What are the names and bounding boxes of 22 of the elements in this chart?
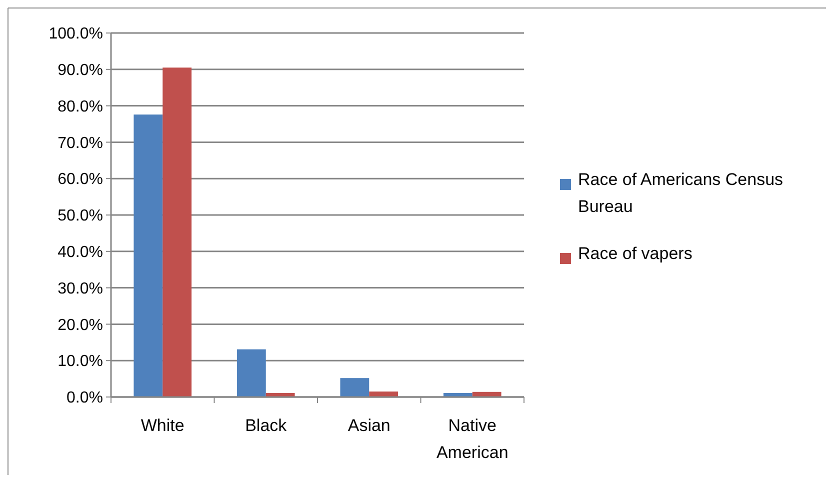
x-tick-label: White (140, 416, 184, 435)
y-tick-label: 80.0% (58, 98, 103, 116)
bar (236, 349, 266, 397)
bar (369, 392, 398, 397)
y-tick-label: 90.0% (58, 62, 103, 79)
legend-label: Race of Americans Census Bureau (578, 170, 784, 216)
y-tick-label: 30.0% (58, 280, 103, 298)
y-tick-label: 100.0% (48, 26, 103, 43)
y-tick-label: 60.0% (58, 171, 103, 188)
y-tick-label: 10.0% (58, 353, 103, 370)
y-tick-label: 0.0% (66, 390, 103, 407)
legend-label: Race of vapers (578, 244, 692, 263)
y-tick-label: 50.0% (58, 208, 103, 225)
y-tick-label: 40.0% (58, 244, 103, 261)
bar (340, 378, 370, 397)
x-tick-label: Native American (436, 416, 508, 462)
bar (134, 114, 163, 397)
x-tick-label: Black (245, 416, 288, 435)
bar (162, 68, 192, 397)
x-tick-label: Asian (348, 416, 390, 435)
y-tick-label: 20.0% (58, 316, 103, 334)
y-tick-label: 70.0% (58, 134, 103, 152)
